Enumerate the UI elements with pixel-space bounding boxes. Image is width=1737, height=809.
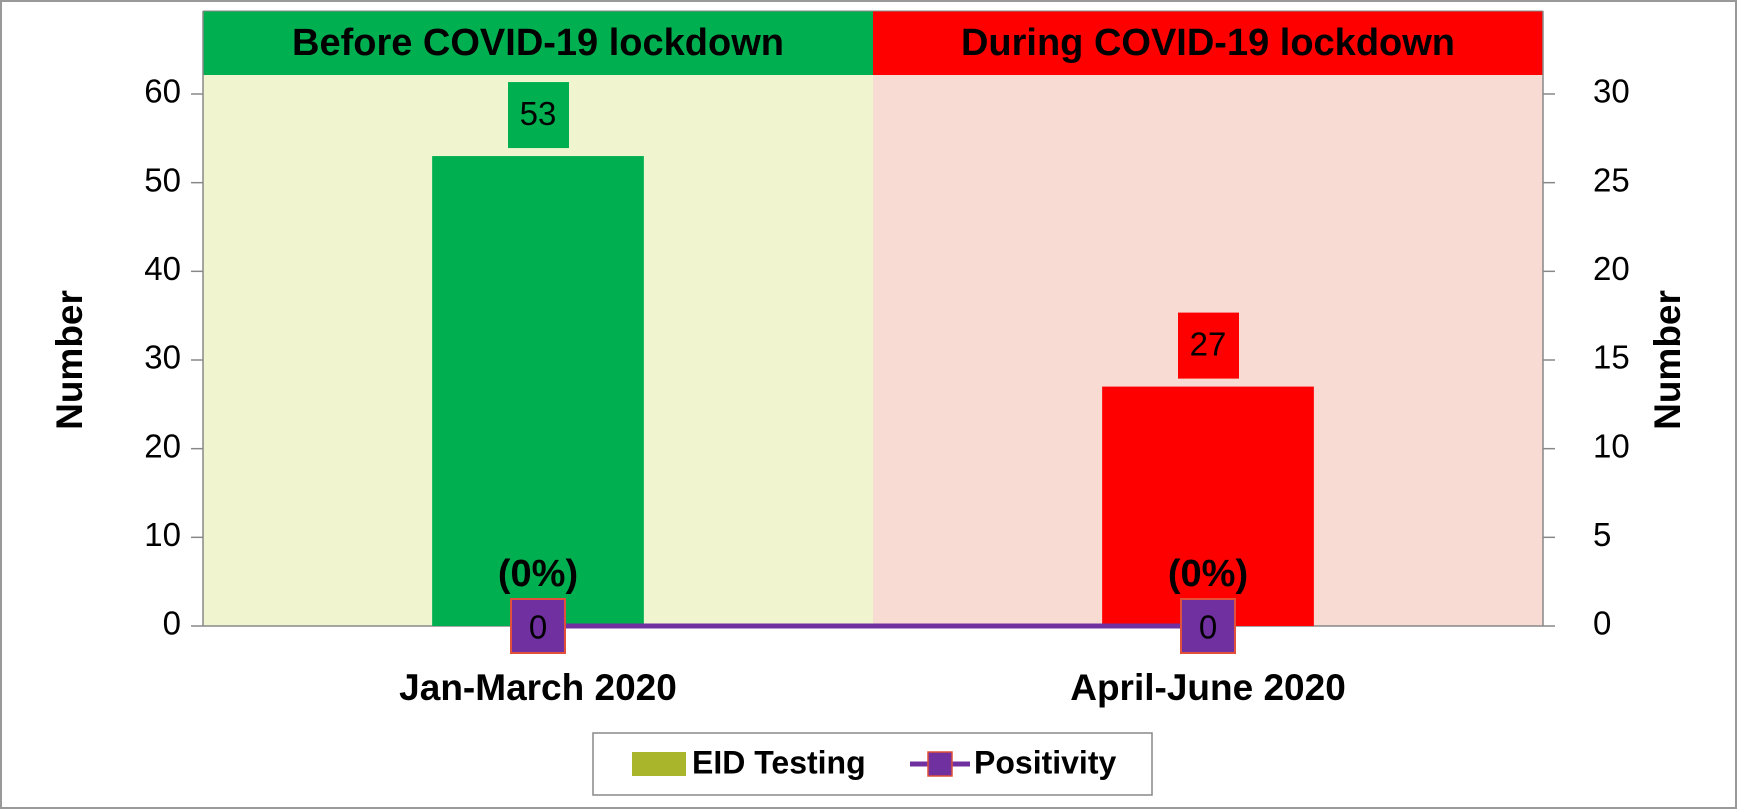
legend-swatch [632, 752, 686, 776]
marker [1180, 598, 1236, 654]
y2-tick-label: 15 [1593, 339, 1630, 376]
region-label: During COVID-19 lockdown [961, 22, 1455, 64]
x-tick-label: April-June 2020 [1070, 667, 1346, 708]
y-tick-label: 20 [144, 427, 181, 464]
annotation: (0%) [498, 553, 578, 595]
data-label-box [508, 82, 569, 149]
legend-marker [927, 751, 953, 777]
data-label: 0 [529, 609, 547, 646]
y2-tick-label: 30 [1593, 73, 1630, 110]
y-tick-label: 10 [144, 516, 181, 553]
bar [1102, 386, 1314, 626]
bar [432, 156, 644, 627]
y2-axis-label: Number [1647, 290, 1688, 430]
x-tick-label: Jan-March 2020 [399, 667, 677, 708]
y2-tick-label: 10 [1593, 427, 1630, 464]
region-label: Before COVID-19 lockdown [292, 22, 784, 64]
y-tick-label: 30 [144, 339, 181, 376]
legend-box [592, 732, 1153, 796]
y-tick-label: 0 [163, 605, 181, 642]
data-label-box [1178, 312, 1239, 379]
y2-tick-label: 0 [1593, 605, 1611, 642]
legend-label: EID Testing [692, 744, 866, 780]
annotation: (0%) [1168, 553, 1248, 595]
y-tick-label: 40 [144, 250, 181, 287]
data-label: 27 [1190, 325, 1227, 362]
data-label: 0 [1199, 609, 1217, 646]
y2-tick-label: 20 [1593, 250, 1630, 287]
data-label: 53 [520, 95, 557, 132]
region-header [873, 11, 1543, 75]
legend-label: Positivity [974, 744, 1116, 780]
region-header [203, 11, 873, 75]
y2-tick-label: 25 [1593, 161, 1630, 198]
y2-tick-label: 5 [1593, 516, 1611, 553]
marker [510, 598, 566, 654]
y-tick-label: 60 [144, 73, 181, 110]
y-tick-label: 50 [144, 161, 181, 198]
y-axis-label: Number [49, 290, 90, 430]
